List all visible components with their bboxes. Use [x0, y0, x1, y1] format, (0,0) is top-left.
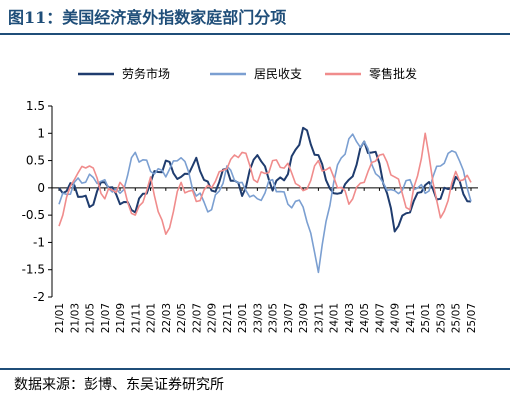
x-tick-label: 22/09: [207, 303, 219, 333]
y-tick-label: 1: [37, 126, 45, 140]
legend-label-2: 居民收支: [254, 67, 302, 81]
x-tick-label: 21/05: [85, 303, 97, 333]
y-tick-label: -0.5: [22, 208, 45, 222]
y-tick-label: -1: [33, 235, 45, 249]
series-line-2: [58, 133, 472, 274]
chart-legend: 劳务市场 居民收支 零售批发: [78, 66, 417, 81]
y-axis: 1.5 1 0.5 0 -0.5 -1 -1.5 -2: [22, 99, 53, 304]
series-line-3: [58, 132, 472, 235]
x-tick-label: 24/05: [359, 303, 371, 333]
x-tick-label: 22/11: [222, 303, 234, 333]
x-tick-label: 24/01: [329, 303, 341, 333]
x-tick-label: 24/07: [374, 303, 386, 333]
x-tick-label: 21/11: [130, 303, 142, 333]
y-tick-label: -2: [33, 290, 45, 304]
x-tick-label: 25/01: [420, 303, 432, 333]
y-tick-label: 0: [37, 181, 45, 195]
data-source: 数据来源：彭博、东吴证券研究所: [14, 377, 224, 393]
x-tick-label: 23/11: [313, 303, 325, 333]
x-tick-label: 23/01: [237, 303, 249, 333]
x-tick-label: 23/03: [252, 303, 264, 333]
x-tick-label: 24/09: [390, 303, 402, 333]
x-tick-label: 21/09: [115, 303, 127, 333]
x-tick-label: 23/09: [298, 303, 310, 333]
y-tick-label: 1.5: [26, 99, 45, 113]
x-tick-label: 24/11: [405, 303, 417, 333]
x-tick-label: 21/07: [100, 303, 112, 333]
x-tick-label: 24/03: [344, 303, 356, 333]
legend-label-1: 劳务市场: [122, 66, 170, 81]
x-tick-label: 21/01: [54, 303, 66, 333]
x-axis: 21/01 21/03 21/05 21/07 21/09 21/11 22/01 22/03…: [52, 187, 478, 333]
figure-title: 图11：美国经济意外指数家庭部门分项: [8, 8, 287, 27]
x-tick-label: 21/03: [69, 303, 81, 333]
footer-rule: [0, 368, 510, 370]
y-tick-label: 0.5: [26, 154, 45, 168]
x-tick-label: 25/03: [435, 303, 447, 333]
x-tick-label: 22/05: [176, 303, 188, 333]
x-tick-label: 23/05: [268, 303, 280, 333]
x-tick-label: 25/07: [466, 303, 478, 333]
x-tick-label: 25/05: [451, 303, 463, 333]
title-underline: [0, 33, 510, 35]
x-tick-label: 22/07: [191, 303, 203, 333]
legend-label-3: 零售批发: [369, 66, 417, 81]
x-tick-label: 22/03: [161, 303, 173, 333]
y-tick-label: -1.5: [22, 263, 45, 277]
x-tick-label: 22/01: [146, 303, 158, 333]
series-lines: [58, 126, 472, 274]
line-chart: 劳务市场 居民收支 零售批发 1.510.50-0.5-1-1.5-2 21/01 2…: [22, 66, 478, 333]
x-tick-label: 23/07: [283, 303, 295, 333]
